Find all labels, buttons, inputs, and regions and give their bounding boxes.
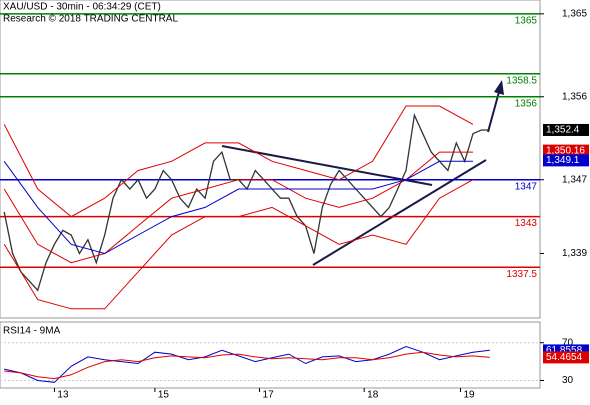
level-label: 1358.5	[506, 75, 537, 86]
series-line	[4, 351, 490, 380]
level-label: 1337.5	[506, 269, 537, 280]
y-tick-label: 1,339	[562, 248, 587, 259]
rsi-panel	[0, 321, 541, 389]
price-tag-label: 61.8558	[546, 345, 583, 356]
arrow-head	[494, 80, 504, 95]
price-tag-label: 54.4654	[546, 352, 583, 363]
level-label: 1356	[515, 98, 538, 109]
series-line	[3, 160, 473, 255]
y-tick-label: 70	[562, 337, 574, 348]
series-line	[3, 105, 474, 218]
price-tag	[543, 351, 589, 364]
level-label: 1347	[515, 181, 538, 192]
main-panel	[0, 0, 541, 319]
level-label: 1365	[515, 15, 538, 26]
x-tick-label: 13	[57, 390, 69, 400]
chart-title: XAU/USD - 30min - 06:34:29 (CET)	[3, 2, 161, 13]
x-tick-label: 17	[263, 390, 275, 400]
y-tick-label: 1,365	[562, 8, 587, 19]
forecast-arrow	[487, 91, 500, 133]
price-tag	[543, 154, 589, 167]
level-label: 1343	[515, 218, 538, 229]
series-line	[3, 179, 474, 310]
price-tag	[543, 123, 589, 136]
rsi-title: RSI14 - 9MA	[3, 326, 61, 337]
y-tick-label: 1,347	[562, 174, 587, 185]
y-tick-label: 30	[562, 375, 574, 386]
y-tick-label: 1,356	[562, 91, 587, 102]
price-tag-label: 1,349.1	[546, 155, 580, 166]
series-line	[4, 345, 490, 383]
trendline	[312, 159, 487, 266]
x-tick-label: 18	[367, 390, 379, 400]
price-tag-label: 1,352.4	[546, 125, 580, 136]
x-tick-label: 15	[158, 390, 170, 400]
x-tick-label: 19	[463, 390, 475, 400]
chart-subtitle: Research © 2018 TRADING CENTRAL	[3, 14, 178, 25]
price-tag-label: 1,350.16	[546, 145, 585, 156]
price-tag	[543, 144, 589, 157]
series-line	[3, 151, 473, 264]
